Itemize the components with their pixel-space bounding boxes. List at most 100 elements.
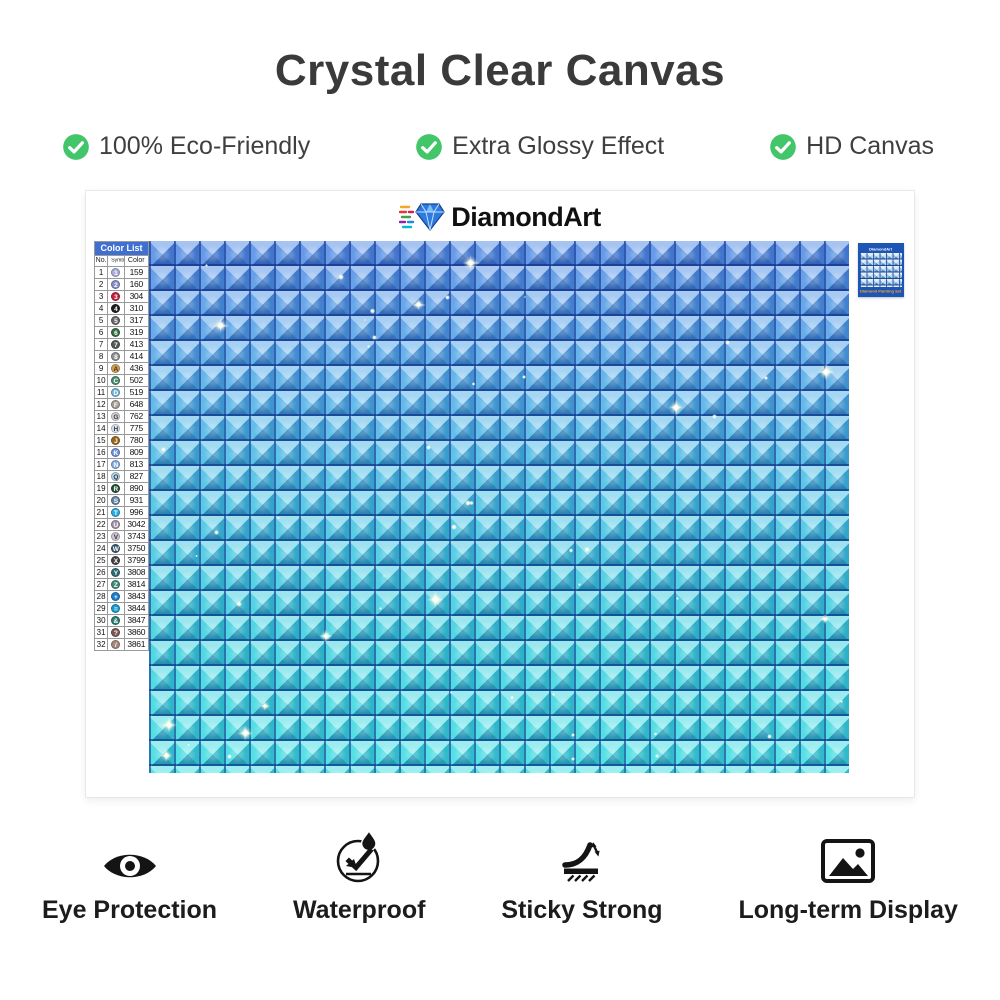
color-row-symbol: G <box>107 410 125 423</box>
color-row-code: 3743 <box>123 530 150 543</box>
color-row-code: 775 <box>123 422 150 435</box>
color-row-no: 27 <box>93 578 109 591</box>
sparkle <box>205 264 208 267</box>
sparkle <box>426 445 432 450</box>
color-row: 17 N 813 <box>93 458 150 471</box>
sparkle <box>449 691 453 694</box>
color-row-code: 931 <box>123 494 150 507</box>
color-row-symbol: X <box>107 554 125 567</box>
color-row-no: 7 <box>93 338 109 351</box>
color-row-no: 8 <box>93 350 109 363</box>
symbol-dot: 5 <box>111 316 121 326</box>
color-row: 15 J 780 <box>93 434 150 447</box>
check-circle-icon <box>63 133 89 160</box>
sparkle <box>584 546 590 553</box>
color-row-no: 31 <box>93 626 109 639</box>
sparkle <box>569 548 574 553</box>
color-row-symbol: 3 <box>107 290 125 303</box>
sparkle <box>445 294 451 300</box>
color-row-code: 304 <box>123 290 150 303</box>
sparkle <box>160 749 173 762</box>
sticky-strong-icon <box>562 842 600 882</box>
color-row-code: 414 <box>123 350 150 363</box>
symbol-dot: V <box>111 532 121 542</box>
color-row-symbol: J <box>107 434 125 447</box>
feature-label: Extra Glossy Effect <box>452 132 665 160</box>
color-row-symbol: V <box>107 530 125 543</box>
brand-logo: DiamondArt <box>86 197 914 237</box>
color-row: 31? 3860 <box>93 626 150 639</box>
color-row: 12 F 648 <box>93 398 150 411</box>
sparkle <box>668 399 685 416</box>
symbol-dot: W <box>111 544 121 554</box>
color-row-symbol: K <box>107 446 125 459</box>
bottom-feature-label: Waterproof <box>293 896 426 924</box>
sparkle <box>766 733 772 739</box>
sparkle <box>372 334 378 340</box>
symbol-dot: H <box>111 424 121 434</box>
color-row-code: 3814 <box>123 578 150 591</box>
color-row-symbol: 6 <box>107 326 125 339</box>
sparkle <box>521 374 527 380</box>
color-row-symbol: + <box>107 590 125 603</box>
color-row-no: 29 <box>93 602 109 615</box>
page-title: Crystal Clear Canvas <box>274 46 726 95</box>
color-row-symbol: ? <box>107 626 125 639</box>
symbol-dot: 8 <box>111 352 121 362</box>
color-row-no: 12 <box>93 398 109 411</box>
color-row-no: 6 <box>93 326 109 339</box>
color-row: 29 = 3844 <box>93 602 150 615</box>
color-row-no: 13 <box>93 410 109 423</box>
bottom-feature-label: Eye Protection <box>42 896 218 924</box>
color-row-no: 21 <box>93 506 109 519</box>
symbol-dot: C <box>111 376 121 386</box>
color-row-no: 19 <box>93 482 109 495</box>
symbol-dot: 2 <box>111 280 121 290</box>
sparkle <box>817 363 836 381</box>
color-row-code: 3808 <box>123 566 150 579</box>
color-row-no: 32 <box>93 638 109 651</box>
color-row-symbol: D <box>107 386 125 399</box>
sparkle <box>260 701 270 712</box>
sparkle <box>411 297 426 312</box>
symbol-dot: K <box>111 448 121 458</box>
symbol-dot: D <box>111 388 121 398</box>
package-thumbnail: DiamondArt Diamond Painting Set <box>858 243 904 297</box>
symbol-dot: / <box>111 640 121 650</box>
color-row-code: 813 <box>123 458 150 471</box>
sparkle <box>226 754 232 760</box>
color-row-symbol: R <box>107 482 125 495</box>
sparkle <box>712 413 718 420</box>
color-row: 4 4 310 <box>93 302 150 315</box>
sparkle <box>338 273 344 280</box>
sparkle <box>820 614 831 625</box>
color-row-no: 16 <box>93 446 109 459</box>
feature-label: HD Canvas <box>806 132 934 160</box>
color-row-no: 4 <box>93 302 109 315</box>
color-row-symbol: 1 <box>107 266 125 279</box>
bottom-feature-label: Long-term Display <box>738 896 958 924</box>
picture-display-icon <box>821 839 876 883</box>
color-list-table: Color List No. Symbol Color 111592216033… <box>93 241 150 651</box>
package-caption: Diamond Painting Set <box>860 288 902 294</box>
feature-glossy-effect: Extra Glossy Effect <box>415 132 664 161</box>
diamond-logo-icon <box>399 203 445 231</box>
package-brand-name: DiamondArt <box>869 246 893 252</box>
color-row: 23 V 3743 <box>93 530 150 543</box>
sparkle <box>570 756 575 761</box>
color-row-no: 22 <box>93 518 109 531</box>
color-row-symbol: & <box>107 614 125 627</box>
sparkle <box>451 524 458 530</box>
color-row-symbol: T <box>107 506 125 519</box>
color-row-code: 3042 <box>123 518 150 531</box>
bottom-feature-label: Sticky Strong <box>501 896 663 924</box>
color-row: 26 Y 3808 <box>93 566 150 579</box>
color-row: 8 8 414 <box>93 350 150 363</box>
symbol-dot: J <box>111 436 121 446</box>
sparkle <box>788 750 792 754</box>
sparkle <box>161 716 178 733</box>
color-row-code: 3860 <box>123 626 150 639</box>
symbol-dot: S <box>111 496 121 506</box>
feature-eye-protection: Eye Protection <box>42 826 217 925</box>
color-row: 28 +3843 <box>93 590 150 603</box>
